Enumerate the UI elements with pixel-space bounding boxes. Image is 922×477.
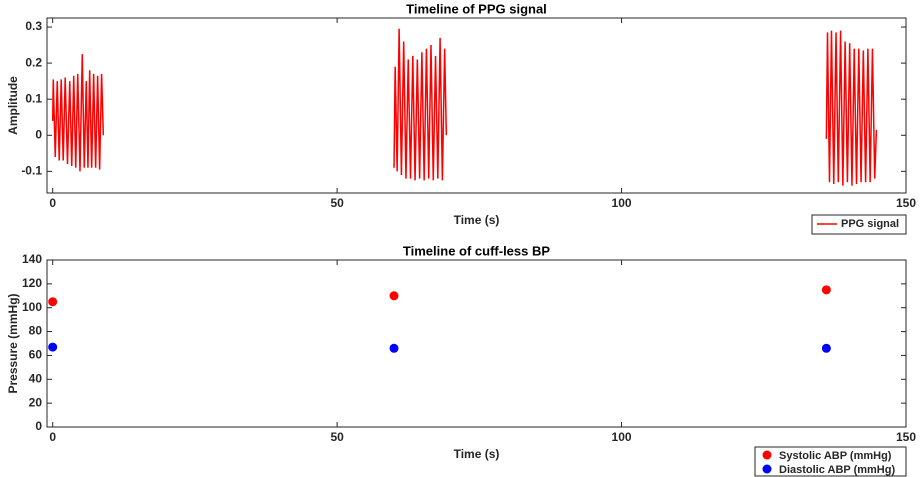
- legend-label: Diastolic ABP (mmHg): [779, 464, 895, 476]
- y-axis-label: Pressure (mmHg): [6, 293, 20, 393]
- legend-box: [754, 446, 907, 477]
- legend-swatch: [762, 464, 772, 474]
- plot-area: [46, 17, 907, 194]
- scatter-point: [821, 343, 831, 353]
- x-tick-label: 50: [330, 430, 344, 444]
- legend-swatch: [762, 450, 772, 460]
- scatter-point: [48, 342, 58, 352]
- y-tick-label: -0.1: [21, 164, 42, 178]
- y-tick-label: 60: [29, 348, 43, 362]
- y-tick-label: 100: [22, 300, 42, 314]
- y-tick-label: 0: [35, 127, 42, 141]
- y-tick-label: 20: [29, 395, 43, 409]
- x-tick-label: 150: [896, 196, 916, 210]
- scatter-point: [389, 291, 399, 301]
- plot-area: [46, 259, 907, 428]
- y-tick-label: 140: [22, 252, 42, 266]
- y-tick-label: 0.2: [25, 55, 42, 69]
- y-tick-label: 120: [22, 276, 42, 290]
- scatter-point: [821, 285, 831, 295]
- chart-title: Timeline of cuff-less BP: [403, 243, 550, 258]
- legend-box: [811, 214, 907, 235]
- y-tick-label: 80: [29, 324, 43, 338]
- x-tick-label: 100: [612, 196, 632, 210]
- x-tick-label: 100: [612, 430, 632, 444]
- x-axis-label: Time (s): [454, 213, 500, 227]
- line-series: [51, 28, 878, 186]
- legend-label: Systolic ABP (mmHg): [779, 450, 892, 462]
- scatter-point: [48, 297, 58, 307]
- y-tick-label: 0.3: [25, 19, 42, 33]
- x-tick-label: 150: [896, 430, 916, 444]
- subplot: Timeline of cuff-less BP Time (s) Pressure…: [6, 243, 916, 477]
- y-tick-label: 0.1: [25, 91, 42, 105]
- subplot: Timeline of PPG signal Time (s) Amplitude 0…: [6, 1, 916, 235]
- y-axis-label: Amplitude: [6, 76, 20, 135]
- x-axis-label: Time (s): [454, 447, 500, 461]
- chart-title: Timeline of PPG signal: [406, 1, 547, 16]
- y-tick-label: 40: [29, 371, 43, 385]
- x-tick-label: 0: [49, 196, 56, 210]
- y-tick-label: 0: [35, 419, 42, 433]
- x-tick-label: 0: [49, 430, 56, 444]
- x-tick-label: 50: [330, 196, 344, 210]
- scatter-point: [389, 343, 399, 353]
- legend-label: PPG signal: [841, 218, 899, 230]
